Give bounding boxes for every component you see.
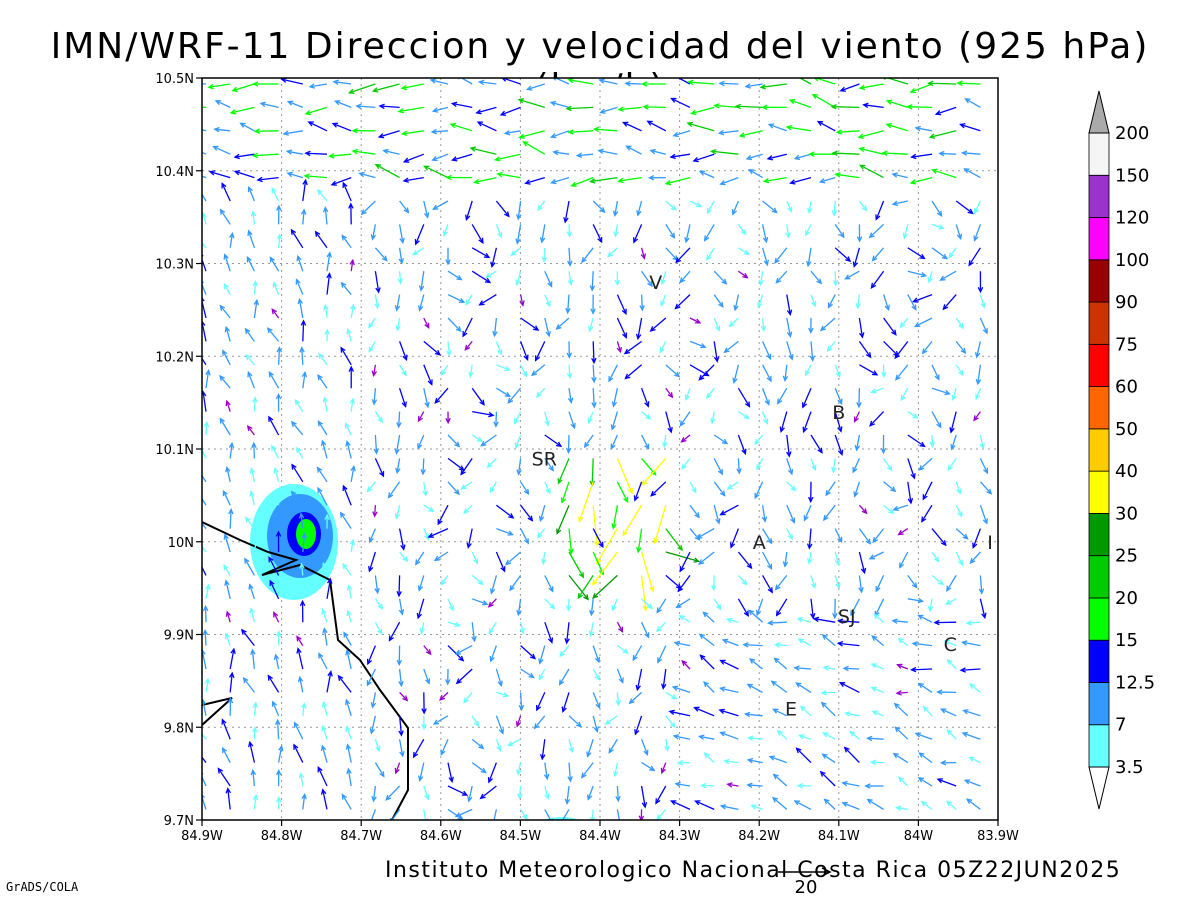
wind-vectors bbox=[202, 78, 993, 820]
y-tick-label: 10.3N bbox=[155, 258, 194, 273]
x-tick-label: 84.5W bbox=[499, 829, 541, 844]
place-label-e: E bbox=[785, 699, 797, 721]
colorbar-label: 40 bbox=[1115, 461, 1138, 482]
place-labels: V B SR A I SJ C E bbox=[532, 272, 993, 721]
footer-credit: Instituto Meteorologico Nacional Costa R… bbox=[385, 858, 1122, 883]
colorbar-label: 60 bbox=[1115, 377, 1138, 398]
colorbar-label: 75 bbox=[1115, 334, 1138, 355]
colorbar-label: 15 bbox=[1115, 630, 1138, 651]
place-label-b: B bbox=[832, 402, 845, 424]
latitude-ticks: 9.7N 9.8N 9.9N 10N 10.1N 10.2N 10.3N 10.4N 10.5N bbox=[155, 72, 202, 829]
x-tick-label: 84.6W bbox=[420, 829, 462, 844]
y-tick-label: 10N bbox=[168, 536, 194, 551]
speed-colorbar: 3.5 7 12.5 15 20 25 30 40 50 60 75 90 100 120 150 200 bbox=[1088, 90, 1155, 810]
colorbar-label: 3.5 bbox=[1115, 757, 1144, 778]
x-tick-label: 84.7W bbox=[340, 829, 382, 844]
y-tick-label: 10.5N bbox=[155, 72, 194, 87]
y-tick-label: 10.4N bbox=[155, 165, 194, 180]
x-tick-label: 84.3W bbox=[659, 829, 701, 844]
x-tick-label: 84.8W bbox=[261, 829, 303, 844]
y-tick-label: 9.9N bbox=[164, 629, 194, 644]
grads-credit: GrADS/COLA bbox=[6, 880, 79, 894]
colorbar-label: 30 bbox=[1115, 503, 1138, 524]
x-tick-label: 84.4W bbox=[579, 829, 621, 844]
x-tick-label: 84.1W bbox=[818, 829, 860, 844]
x-tick-label: 84W bbox=[904, 829, 934, 844]
reference-vector-label: 20 bbox=[795, 877, 818, 898]
place-label-sr: SR bbox=[532, 448, 557, 470]
colorbar-label: 12.5 bbox=[1115, 672, 1155, 693]
y-tick-label: 9.7N bbox=[164, 814, 194, 829]
y-tick-label: 10.2N bbox=[155, 350, 194, 365]
colorbar-label: 50 bbox=[1115, 419, 1138, 440]
colorbar-label: 20 bbox=[1115, 588, 1138, 609]
colorbar-label: 25 bbox=[1115, 546, 1138, 567]
place-label-c: C bbox=[944, 634, 957, 656]
colorbar-label: 90 bbox=[1115, 292, 1138, 313]
place-label-sj: SJ bbox=[838, 606, 856, 628]
y-tick-label: 9.8N bbox=[164, 721, 194, 736]
colorbar-label: 200 bbox=[1115, 123, 1149, 144]
place-label-v: V bbox=[649, 272, 662, 294]
reference-vector: 20 bbox=[778, 867, 832, 898]
y-tick-label: 10.1N bbox=[155, 443, 194, 458]
colorbar-label: 120 bbox=[1115, 208, 1149, 229]
place-label-i: I bbox=[987, 532, 993, 554]
place-label-a: A bbox=[753, 532, 766, 554]
x-tick-label: 84.2W bbox=[738, 829, 780, 844]
colorbar-label: 7 bbox=[1115, 715, 1126, 736]
x-tick-label: 84.9W bbox=[181, 829, 223, 844]
colorbar-label: 150 bbox=[1115, 165, 1149, 186]
x-tick-label: 83.9W bbox=[977, 829, 1019, 844]
longitude-ticks: 84.9W 84.8W 84.7W 84.6W 84.5W 84.4W 84.3W 84.2W… bbox=[181, 820, 1019, 844]
colorbar-label: 100 bbox=[1115, 250, 1149, 271]
